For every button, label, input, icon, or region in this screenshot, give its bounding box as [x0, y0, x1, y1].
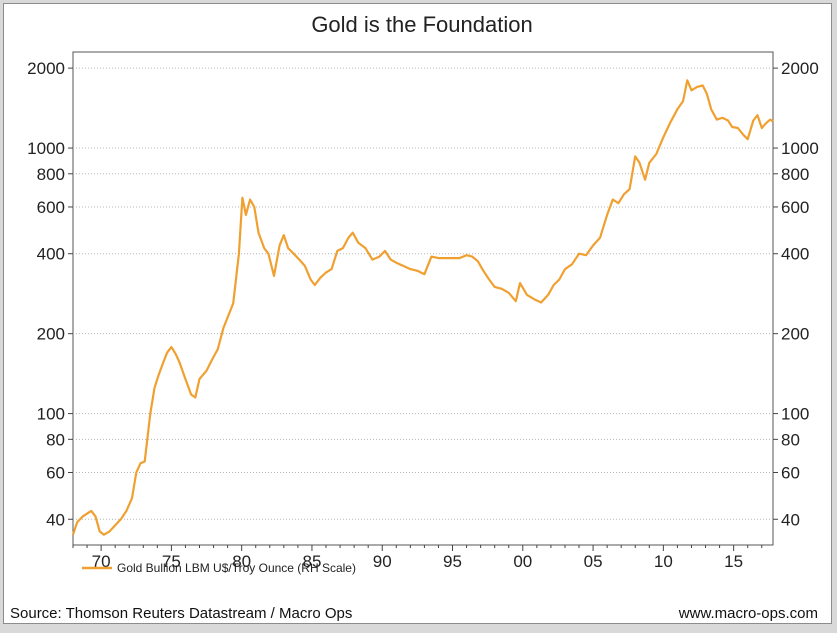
legend-label: Gold Bullion LBM U$/Troy Ounce (RH Scale…: [117, 561, 356, 575]
y-tick-label-right-600: 600: [781, 198, 809, 217]
y-tick-label-left-2000: 2000: [27, 59, 65, 78]
y-tick-label-right-60: 60: [781, 464, 800, 483]
series-line-gold-bullion: [71, 79, 774, 536]
y-axis-left: 40 60 80 100 200 400 600 800 1000 2000: [27, 59, 73, 529]
y-tick-label-left-100: 100: [37, 405, 65, 424]
chart-frame: 40 60 80 100 200 400 600 800 1000 2000 40 60 80 100 2…: [3, 3, 832, 624]
x-tick-label-90: 90: [373, 552, 392, 571]
y-tick-label-right-80: 80: [781, 430, 800, 449]
y-tick-label-left-600: 600: [37, 198, 65, 217]
plot-area: [72, 51, 774, 546]
x-tick-label-95: 95: [443, 552, 462, 571]
x-axis: 70 75 80 85 90 95 00 05 10 15: [72, 545, 763, 571]
x-tick-label-70: 70: [92, 552, 111, 571]
y-tick-label-right-100: 100: [781, 405, 809, 424]
x-tick-label-10: 10: [654, 552, 673, 571]
y-tick-label-right-400: 400: [781, 245, 809, 264]
footer-website: www.macro-ops.com: [678, 605, 818, 622]
y-tick-label-right-40: 40: [781, 510, 800, 529]
y-tick-label-left-80: 80: [46, 430, 65, 449]
y-tick-label-left-60: 60: [46, 464, 65, 483]
x-tick-label-80: 80: [232, 552, 251, 571]
y-tick-label-left-800: 800: [37, 165, 65, 184]
chart-title: Gold is the Foundation: [311, 12, 532, 37]
y-tick-label-left-200: 200: [37, 325, 65, 344]
footer-source: Source: Thomson Reuters Datastream / Mac…: [10, 605, 352, 622]
x-tick-label-75: 75: [162, 552, 181, 571]
x-tick-label-85: 85: [302, 552, 321, 571]
y-tick-label-left-40: 40: [46, 510, 65, 529]
y-axis-right: 40 60 80 100 200 400 600 800 1000 2000: [773, 59, 819, 529]
y-tick-label-left-400: 400: [37, 245, 65, 264]
y-tick-label-right-800: 800: [781, 165, 809, 184]
x-tick-label-15: 15: [724, 552, 743, 571]
y-tick-label-right-200: 200: [781, 325, 809, 344]
y-tick-label-left-1000: 1000: [27, 139, 65, 158]
y-tick-label-right-2000: 2000: [781, 59, 819, 78]
x-tick-label-05: 05: [584, 552, 603, 571]
y-tick-label-right-1000: 1000: [781, 139, 819, 158]
x-tick-label-00: 00: [513, 552, 532, 571]
